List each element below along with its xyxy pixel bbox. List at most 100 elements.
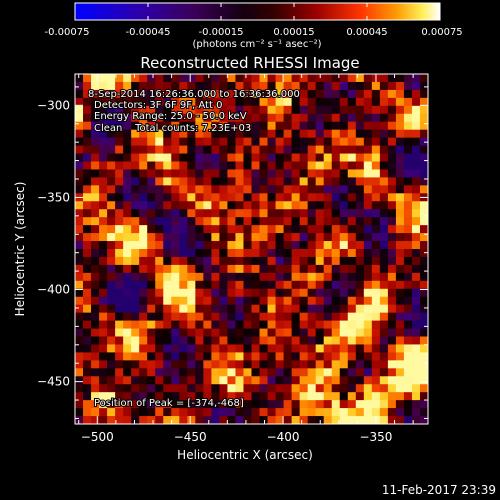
heatmap-cell: [387, 193, 397, 202]
heatmap-cell: [139, 328, 148, 337]
heatmap-cell: [411, 336, 421, 345]
heatmap-cell: [371, 264, 381, 274]
heatmap-cell: [275, 201, 284, 210]
heatmap-cell: [107, 129, 116, 139]
peak-position-label: Position of Peak = [-374,-468]: [94, 398, 244, 409]
heatmap-cell: [339, 209, 349, 218]
heatmap-cell: [179, 368, 188, 377]
heatmap-cell: [235, 185, 244, 194]
heatmap-cell: [187, 352, 196, 361]
heatmap-cell: [299, 256, 309, 266]
heatmap-cell: [187, 74, 196, 83]
heatmap-cell: [259, 392, 268, 401]
heatmap-cell: [339, 400, 349, 409]
heatmap-cell: [387, 241, 397, 250]
heatmap-cell: [403, 376, 413, 385]
heatmap-cell: [283, 320, 293, 329]
heatmap-cell: [179, 392, 188, 401]
heatmap-cell: [283, 336, 293, 345]
heatmap-cell: [315, 153, 325, 162]
heatmap-cell: [379, 296, 389, 306]
heatmap-cell: [147, 336, 156, 345]
heatmap-cell: [227, 121, 236, 131]
heatmap-cell: [395, 89, 405, 99]
heatmap-cell: [411, 256, 421, 266]
heatmap-cell: [163, 384, 172, 393]
heatmap-cell: [275, 74, 284, 83]
heatmap-cell: [275, 145, 284, 154]
heatmap-cell: [195, 233, 204, 242]
heatmap-cell: [163, 360, 172, 369]
heatmap-cell: [83, 113, 92, 123]
heatmap-cell: [251, 304, 260, 314]
heatmap-cell: [243, 376, 252, 385]
heatmap-cell: [363, 129, 373, 139]
heatmap-cell: [283, 272, 293, 282]
heatmap-cell: [147, 312, 156, 321]
heatmap-cell: [115, 225, 124, 234]
heatmap-cell: [267, 153, 276, 162]
heatmap-cell: [163, 137, 172, 146]
heatmap-cell: [331, 280, 341, 290]
heatmap-cell: [355, 400, 365, 409]
heatmap-cell: [163, 264, 172, 274]
heatmap-cell: [339, 352, 349, 361]
heatmap-cell: [251, 225, 260, 234]
heatmap-cell: [75, 312, 84, 321]
heatmap-cell: [107, 145, 116, 154]
heatmap-cell: [251, 368, 260, 377]
heatmap-cell: [347, 129, 357, 139]
heatmap-cell: [347, 97, 357, 107]
heatmap-cell: [219, 209, 228, 218]
heatmap-cell: [315, 177, 325, 186]
heatmap-cell: [347, 352, 357, 361]
heatmap-cell: [395, 368, 405, 377]
heatmap-cell: [331, 256, 341, 266]
heatmap-cell: [219, 113, 228, 123]
heatmap-cell: [91, 392, 100, 401]
heatmap-cell: [275, 384, 284, 393]
heatmap-cell: [179, 153, 188, 162]
heatmap-cell: [123, 344, 132, 353]
heatmap-cell: [107, 225, 116, 234]
heatmap-cell: [187, 225, 196, 234]
heatmap-cell: [147, 328, 156, 337]
heatmap-cell: [363, 256, 373, 266]
heatmap-cell: [147, 304, 156, 314]
heatmap-cell: [291, 129, 301, 139]
heatmap-cell: [323, 360, 333, 369]
heatmap-cell: [107, 408, 116, 417]
heatmap-cell: [363, 312, 373, 321]
heatmap-cell: [99, 121, 108, 131]
heatmap-cell: [171, 384, 180, 393]
heatmap-cell: [323, 408, 333, 417]
heatmap-cell: [403, 177, 413, 186]
heatmap-cell: [99, 137, 108, 146]
heatmap-cell: [155, 312, 164, 321]
x-axis-label: Heliocentric X (arcsec): [177, 448, 313, 462]
heatmap-cell: [331, 264, 341, 274]
heatmap-cell: [75, 384, 84, 393]
heatmap-cell: [267, 376, 276, 385]
heatmap-cell: [323, 400, 333, 409]
heatmap-cell: [331, 400, 341, 409]
heatmap-cell: [411, 392, 421, 401]
heatmap-cell: [387, 153, 397, 162]
heatmap-cell: [347, 336, 357, 345]
heatmap-cell: [395, 384, 405, 393]
heatmap-cell: [419, 74, 428, 83]
heatmap-cell: [203, 201, 212, 210]
heatmap-cell: [419, 177, 428, 186]
heatmap-cell: [227, 288, 236, 298]
heatmap-cell: [211, 129, 220, 139]
heatmap-cell: [83, 161, 92, 170]
heatmap-cell: [315, 145, 325, 154]
heatmap-cell: [107, 217, 116, 226]
heatmap-cell: [355, 209, 365, 218]
heatmap-cell: [123, 368, 132, 377]
heatmap-cell: [219, 264, 228, 274]
heatmap-cell: [283, 280, 293, 290]
heatmap-cell: [315, 89, 325, 99]
heatmap-cell: [75, 209, 84, 218]
heatmap-cell: [331, 344, 341, 353]
